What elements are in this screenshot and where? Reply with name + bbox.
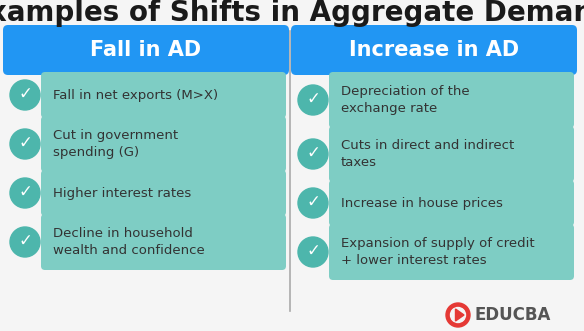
FancyBboxPatch shape [329,180,574,226]
Text: Expansion of supply of credit
+ lower interest rates: Expansion of supply of credit + lower in… [341,237,534,267]
Circle shape [298,237,328,267]
Circle shape [298,139,328,169]
FancyBboxPatch shape [3,25,289,75]
Text: ✓: ✓ [306,90,320,108]
Text: Increase in AD: Increase in AD [349,40,519,60]
Text: Higher interest rates: Higher interest rates [53,186,191,200]
Text: Fall in net exports (M>X): Fall in net exports (M>X) [53,88,218,102]
Polygon shape [456,309,464,321]
Text: Examples of Shifts in Aggregate Demand: Examples of Shifts in Aggregate Demand [0,0,584,27]
Text: ✓: ✓ [306,193,320,211]
Text: ✓: ✓ [306,242,320,260]
FancyBboxPatch shape [329,72,574,128]
Circle shape [10,129,40,159]
Text: ✓: ✓ [18,232,32,250]
Text: ✓: ✓ [18,183,32,201]
Text: Cuts in direct and indirect
taxes: Cuts in direct and indirect taxes [341,139,515,169]
FancyBboxPatch shape [41,116,286,172]
Circle shape [446,303,470,327]
FancyBboxPatch shape [41,214,286,270]
Circle shape [298,85,328,115]
Circle shape [450,307,465,322]
Circle shape [10,178,40,208]
Text: Depreciation of the
exchange rate: Depreciation of the exchange rate [341,85,470,115]
Text: ✓: ✓ [18,85,32,103]
Text: EDUCBA: EDUCBA [475,306,551,324]
Circle shape [10,80,40,110]
Text: Fall in AD: Fall in AD [91,40,201,60]
FancyBboxPatch shape [291,25,577,75]
Circle shape [10,227,40,257]
Circle shape [298,188,328,218]
Text: ✓: ✓ [18,134,32,152]
Text: ✓: ✓ [306,144,320,162]
FancyBboxPatch shape [329,224,574,280]
Text: Increase in house prices: Increase in house prices [341,197,503,210]
Text: Decline in household
wealth and confidence: Decline in household wealth and confiden… [53,227,205,257]
FancyBboxPatch shape [329,126,574,182]
FancyBboxPatch shape [41,170,286,216]
Text: Cut in government
spending (G): Cut in government spending (G) [53,129,178,159]
FancyBboxPatch shape [41,72,286,118]
